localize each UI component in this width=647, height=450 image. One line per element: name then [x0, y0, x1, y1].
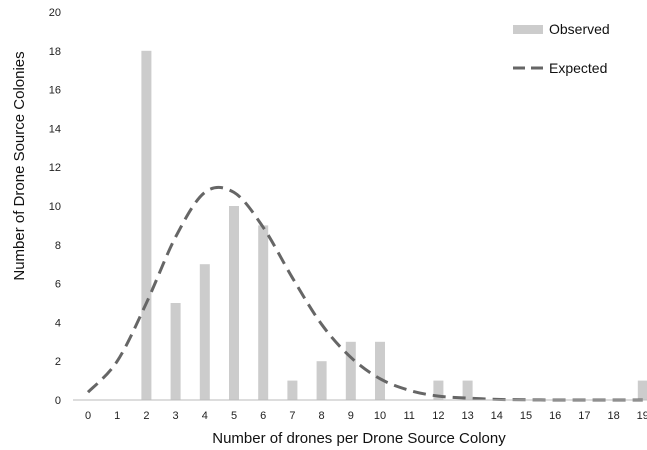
- bar-observed-2: [141, 51, 151, 400]
- x-tick-label-11: 11: [403, 410, 414, 422]
- bar-observed-10: [375, 342, 385, 400]
- bar-observed-6: [258, 225, 268, 400]
- x-tick-label-19: 19: [637, 410, 647, 422]
- y-tick-label-4: 4: [55, 317, 61, 329]
- y-tick-label-2: 2: [55, 356, 61, 368]
- y-tick-label-16: 16: [49, 85, 61, 97]
- y-tick-label-12: 12: [49, 162, 61, 174]
- y-tick-label-14: 14: [49, 123, 61, 135]
- y-tick-label-10: 10: [49, 201, 61, 213]
- y-tick-label-8: 8: [55, 240, 61, 252]
- x-tick-label-3: 3: [173, 410, 179, 422]
- x-tick-label-14: 14: [491, 410, 503, 422]
- bar-observed-5: [229, 206, 239, 400]
- bar-observed-7: [287, 381, 297, 400]
- bar-observed-19: [638, 381, 647, 400]
- x-tick-label-18: 18: [607, 410, 619, 422]
- observed-bars: [141, 51, 647, 400]
- y-ticks: 0 2 4 6 8 10 12 14 16 18 20: [49, 7, 61, 407]
- x-tick-label-17: 17: [578, 410, 590, 422]
- x-tick-label-12: 12: [432, 410, 444, 422]
- x-tick-label-4: 4: [202, 410, 208, 422]
- x-tick-label-2: 2: [143, 410, 149, 422]
- bar-observed-4: [200, 264, 210, 400]
- x-tick-label-9: 9: [348, 410, 354, 422]
- y-tick-label-6: 6: [55, 279, 61, 291]
- legend-expected-label: Expected: [549, 60, 607, 76]
- legend: Observed Expected: [513, 21, 610, 76]
- x-tick-label-8: 8: [319, 410, 325, 422]
- x-tick-label-15: 15: [520, 410, 532, 422]
- x-tick-label-13: 13: [461, 410, 473, 422]
- x-tick-label-1: 1: [114, 410, 120, 422]
- x-tick-label-0: 0: [85, 410, 91, 422]
- x-tick-label-5: 5: [231, 410, 237, 422]
- x-tick-label-16: 16: [549, 410, 561, 422]
- bar-observed-8: [317, 361, 327, 400]
- y-tick-label-20: 20: [49, 7, 61, 19]
- y-axis-title: Number of Drone Source Colonies: [11, 51, 28, 280]
- x-tick-label-10: 10: [374, 410, 386, 422]
- y-tick-label-0: 0: [55, 395, 61, 407]
- legend-observed-swatch: [513, 25, 543, 34]
- x-ticks: 0 1 2 3 4 5 6 7 8 9 10 11 12 13 14 15 16 17 18 19: [85, 410, 647, 422]
- x-tick-label-7: 7: [289, 410, 295, 422]
- bar-observed-9: [346, 342, 356, 400]
- y-tick-label-18: 18: [49, 46, 61, 58]
- legend-observed-label: Observed: [549, 21, 610, 37]
- bar-observed-3: [171, 303, 181, 400]
- x-tick-label-6: 6: [260, 410, 266, 422]
- x-axis-title: Number of drones per Drone Source Colony: [212, 430, 506, 447]
